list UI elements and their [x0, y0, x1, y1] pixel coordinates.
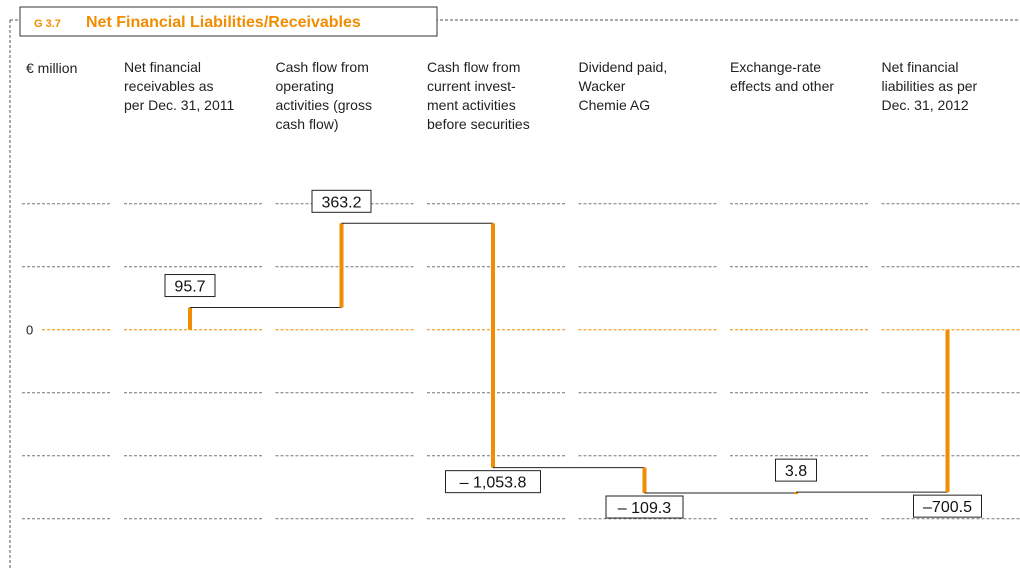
value-label-box [913, 494, 982, 518]
value-label: 363.2 [321, 194, 361, 211]
unit-label: € million [26, 60, 77, 76]
chart-code: G 3.7 [34, 18, 61, 30]
value-label-box [605, 495, 684, 519]
category-label: Exchange-rate effects and other [730, 59, 835, 94]
bar [642, 467, 647, 494]
value-label: – 109.3 [618, 500, 671, 517]
bar [339, 223, 344, 308]
bar [491, 223, 495, 468]
bar [794, 492, 798, 495]
value-label-box [775, 458, 817, 482]
category-label: Dividend paid, Wacker Chemie AG [578, 59, 668, 113]
value-label-box [445, 470, 541, 494]
value-label: – 1,053.8 [460, 475, 527, 492]
value-label: 95.7 [174, 279, 205, 296]
chart-title: Net Financial Liabilities/Receivables [86, 14, 361, 31]
category-label: Cash flow from operating activities (gro… [275, 59, 372, 132]
value-label-box [311, 189, 372, 213]
category-label: Net financial receivables as per Dec. 31… [124, 59, 235, 113]
value-label-box [164, 274, 216, 298]
value-label: 3.8 [785, 463, 807, 480]
bar [188, 307, 192, 330]
y-tick-label: 0 [26, 323, 33, 338]
frame [9, 19, 1020, 568]
category-label: Net financial liabilities as per Dec. 31… [881, 59, 978, 113]
value-label: –700.5 [923, 499, 972, 516]
category-label: Cash flow from current invest- ment acti… [427, 59, 530, 132]
title-box [19, 6, 438, 37]
bar [945, 329, 950, 493]
